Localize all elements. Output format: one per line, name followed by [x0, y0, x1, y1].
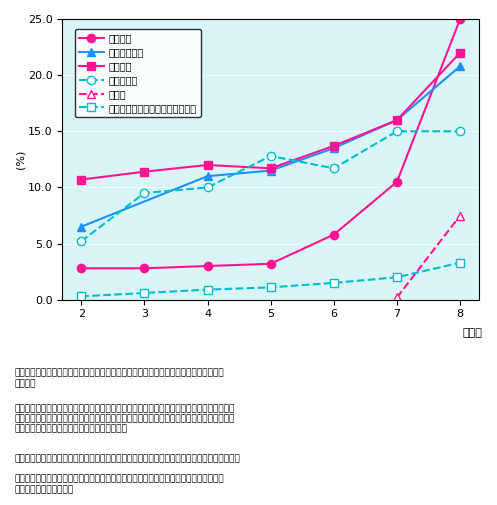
無線呼出し — [331, 165, 337, 171]
Line: 携帯電話: 携帯電話 — [77, 15, 464, 272]
Line: カー・ナビゲーション・システム: カー・ナビゲーション・システム — [77, 259, 464, 300]
パソコン — [394, 117, 400, 123]
Text: ３　携帯電話の２年〜４年及びカー・ナビゲーションシステムの２年〜５年は推
　　　　　計値である。: ３ 携帯電話の２年〜４年及びカー・ナビゲーションシステムの２年〜５年は推 計値で… — [15, 475, 225, 494]
無線呼出し — [457, 128, 463, 134]
無線呼出し — [205, 184, 211, 190]
Line: パソコン: パソコン — [77, 48, 464, 184]
ＰＨＳ — [457, 213, 463, 219]
携帯電話 — [78, 265, 84, 271]
パソコン — [205, 162, 211, 168]
無線呼出し — [268, 153, 274, 159]
携帯電話 — [141, 265, 147, 271]
パソコン — [457, 49, 463, 56]
パソコン — [78, 177, 84, 183]
ファクシミリ — [268, 168, 274, 174]
携帯電話 — [394, 179, 400, 185]
ファクシミリ — [394, 117, 400, 123]
カー・ナビゲーション・システム — [457, 260, 463, 266]
Text: ２　「消費動向調査」（２年〜６年のパソコンの項について使用）は普及率を用いた。: ２ 「消費動向調査」（２年〜６年のパソコンの項について使用）は普及率を用いた。 — [15, 454, 241, 464]
カー・ナビゲーション・システム — [331, 280, 337, 286]
Y-axis label: (%): (%) — [15, 149, 25, 169]
Line: 無線呼出し: 無線呼出し — [77, 127, 464, 245]
無線呼出し — [78, 238, 84, 244]
ファクシミリ — [205, 173, 211, 179]
無線呼出し — [141, 190, 147, 196]
Text: （注）１　「通信利用動向調査（世帯調査）」においては、保有率とは当該機器を自宅（自
　　　　　宅と一体となった店舗を含む。）に保有し、家庭用（業務用との兼用を含: （注）１ 「通信利用動向調査（世帯調査）」においては、保有率とは当該機器を自宅（… — [15, 404, 235, 434]
カー・ナビゲーション・システム — [394, 274, 400, 280]
ファクシミリ — [331, 145, 337, 151]
携帯電話 — [331, 232, 337, 238]
カー・ナビゲーション・システム — [78, 293, 84, 299]
カー・ナビゲーション・システム — [268, 284, 274, 290]
ファクシミリ — [457, 63, 463, 69]
カー・ナビゲーション・システム — [205, 286, 211, 292]
Legend: 携帯電話, ファクシミリ, パソコン, 無線呼出し, ＰＨＳ, カー・ナビゲーション・システム: 携帯電話, ファクシミリ, パソコン, 無線呼出し, ＰＨＳ, カー・ナビゲーシ… — [76, 29, 200, 117]
ファクシミリ — [78, 224, 84, 230]
パソコン — [141, 169, 147, 175]
Line: ＰＨＳ: ＰＨＳ — [393, 211, 464, 301]
パソコン — [331, 143, 337, 149]
携帯電話 — [457, 16, 463, 22]
Text: （年）: （年） — [462, 328, 482, 338]
携帯電話 — [205, 263, 211, 269]
ＰＨＳ — [394, 294, 400, 300]
Line: ファクシミリ: ファクシミリ — [77, 62, 464, 231]
Text: 「通信利用動向調査（世帯調査）」（郵政省）及び「消費動向調査」（経済企画庁）に
より作成: 「通信利用動向調査（世帯調査）」（郵政省）及び「消費動向調査」（経済企画庁）に … — [15, 369, 225, 388]
無線呼出し — [394, 128, 400, 134]
カー・ナビゲーション・システム — [141, 290, 147, 296]
パソコン — [268, 165, 274, 171]
携帯電話 — [268, 261, 274, 267]
